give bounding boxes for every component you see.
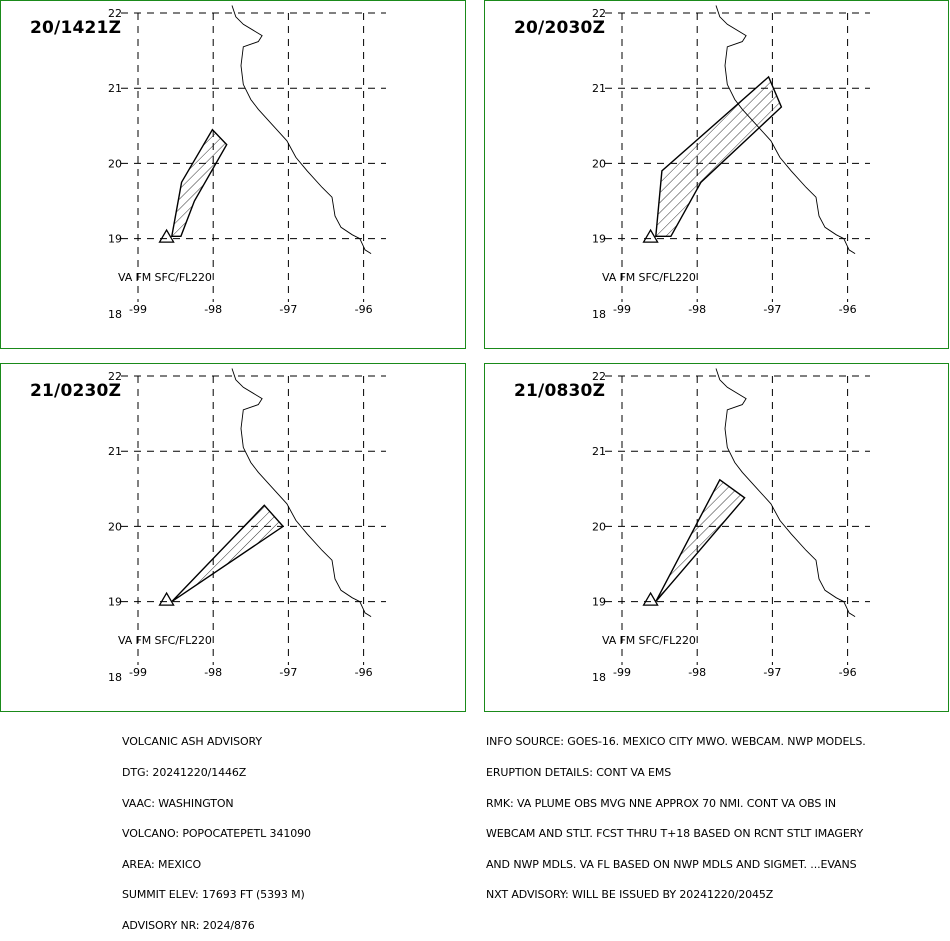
map-2-svg: -99 -98 -97 -96 22 21 20 19 18 bbox=[592, 5, 870, 321]
map-1-svg: -99 -98 -97 -96 22 21 20 19 18 bbox=[108, 5, 386, 321]
map-panel-1: -99 -98 -97 -96 22 21 20 19 18 20/1421Z VA FM SF… bbox=[0, 0, 466, 349]
lon-tick-label: -98 bbox=[688, 666, 706, 679]
advisory-dtg: DTG: 20241220/1446Z bbox=[122, 766, 247, 779]
advisory-title: VOLCANIC ASH ADVISORY bbox=[122, 735, 263, 749]
lon-tick-label: -96 bbox=[839, 303, 857, 316]
lon-tick-label: -96 bbox=[839, 666, 857, 679]
advisory-vaac: VAAC: WASHINGTON bbox=[122, 796, 234, 810]
panel-4-time-label: 21/0830Z bbox=[514, 381, 606, 401]
advisory-remarks-line-3: AND NWP MDLS. VA FL BASED ON NWP MDLS AN… bbox=[486, 857, 857, 871]
lat-tick-label: 22 bbox=[592, 370, 606, 383]
lon-tick-label: -99 bbox=[613, 666, 631, 679]
panel-2-height-label: VA FM SFC/FL220 bbox=[602, 271, 696, 284]
panel-1-height-label: VA FM SFC/FL220 bbox=[118, 271, 212, 284]
lon-tick-label: -96 bbox=[355, 303, 373, 316]
lat-tick-label: 21 bbox=[108, 82, 122, 95]
panel-1-time-label: 20/1421Z bbox=[30, 18, 122, 38]
advisory-area: AREA: MEXICO bbox=[122, 857, 202, 871]
volcano-icon bbox=[642, 228, 659, 243]
coastline bbox=[715, 368, 856, 617]
lon-tick-label: -98 bbox=[204, 303, 222, 316]
lon-tick-label: -97 bbox=[279, 666, 297, 679]
advisory-summit-elev: SUMMIT ELEV: 17693 FT (5393 M) bbox=[122, 888, 305, 902]
lon-tick-label: -97 bbox=[763, 303, 781, 316]
lat-tick-label: 22 bbox=[108, 370, 122, 383]
ash-plume-polygon bbox=[655, 75, 783, 238]
lat-tick-label: 18 bbox=[108, 308, 122, 321]
lon-tick-label: -99 bbox=[129, 303, 147, 316]
lon-tick-label: -98 bbox=[688, 303, 706, 316]
volcano-icon bbox=[158, 591, 175, 606]
lat-tick-label: 21 bbox=[108, 445, 122, 458]
lat-tick-label: 21 bbox=[592, 445, 606, 458]
advisory-volcano: VOLCANO: POPOCATEPETL 341090 bbox=[122, 827, 311, 841]
panel-2-time-label: 20/2030Z bbox=[514, 18, 606, 38]
lat-tick-label: 20 bbox=[592, 520, 606, 533]
coastline bbox=[715, 5, 856, 254]
volcano-icon bbox=[158, 228, 175, 243]
map-3-svg: -99 -98 -97 -96 22 21 20 19 18 bbox=[108, 368, 386, 684]
lon-tick-label: -97 bbox=[279, 303, 297, 316]
ash-plume-polygon bbox=[171, 504, 285, 603]
lat-tick-label: 22 bbox=[108, 7, 122, 20]
lat-tick-label: 20 bbox=[108, 157, 122, 170]
map-panel-3: -99 -98 -97 -96 22 21 20 19 18 21/0230Z VA FM SF… bbox=[0, 363, 466, 712]
advisory-header-block: VOLCANIC ASH ADVISORY DTG: 20241220/1446… bbox=[122, 717, 311, 941]
lon-tick-label: -99 bbox=[613, 303, 631, 316]
ash-plume-polygon bbox=[170, 128, 228, 238]
advisory-number: ADVISORY NR: 2024/876 bbox=[122, 918, 255, 932]
advisory-eruption-details: ERUPTION DETAILS: CONT VA EMS bbox=[486, 766, 672, 779]
lat-tick-label: 18 bbox=[592, 308, 606, 321]
lat-tick-label: 18 bbox=[592, 671, 606, 684]
lon-tick-label: -97 bbox=[763, 666, 781, 679]
lat-tick-label: 21 bbox=[592, 82, 606, 95]
panel-4-height-label: VA FM SFC/FL220 bbox=[602, 634, 696, 647]
map-panel-4: -99 -98 -97 -96 22 21 20 19 18 21/0830Z VA FM SF… bbox=[484, 363, 949, 712]
lat-tick-label: 19 bbox=[592, 596, 606, 609]
coastline bbox=[231, 368, 372, 617]
lat-tick-label: 19 bbox=[108, 233, 122, 246]
lon-tick-label: -98 bbox=[204, 666, 222, 679]
advisory-remarks-line-1: RMK: VA PLUME OBS MVG NNE APPROX 70 NMI.… bbox=[486, 796, 836, 810]
advisory-next: NXT ADVISORY: WILL BE ISSUED BY 20241220… bbox=[486, 888, 774, 902]
lat-tick-label: 19 bbox=[592, 233, 606, 246]
map-panel-2: -99 -98 -97 -96 22 21 20 19 18 20/2030Z VA FM SF… bbox=[484, 0, 949, 349]
advisory-details-block: INFO SOURCE: GOES-16. MEXICO CITY MWO. W… bbox=[486, 717, 866, 911]
lat-tick-label: 22 bbox=[592, 7, 606, 20]
lon-tick-label: -99 bbox=[129, 666, 147, 679]
panel-3-height-label: VA FM SFC/FL220 bbox=[118, 634, 212, 647]
advisory-remarks-line-2: WEBCAM AND STLT. FCST THRU T+18 BASED ON… bbox=[486, 827, 864, 841]
volcano-icon bbox=[642, 591, 659, 606]
ash-plume-polygon bbox=[655, 478, 746, 603]
lat-tick-label: 20 bbox=[592, 157, 606, 170]
lat-tick-label: 18 bbox=[108, 671, 122, 684]
lon-tick-label: -96 bbox=[355, 666, 373, 679]
map-4-svg: -99 -98 -97 -96 22 21 20 19 18 bbox=[592, 368, 870, 684]
coastline bbox=[231, 5, 372, 254]
panel-3-time-label: 21/0230Z bbox=[30, 381, 122, 401]
lat-tick-label: 20 bbox=[108, 520, 122, 533]
lat-tick-label: 19 bbox=[108, 596, 122, 609]
advisory-info-source: INFO SOURCE: GOES-16. MEXICO CITY MWO. W… bbox=[486, 735, 866, 749]
